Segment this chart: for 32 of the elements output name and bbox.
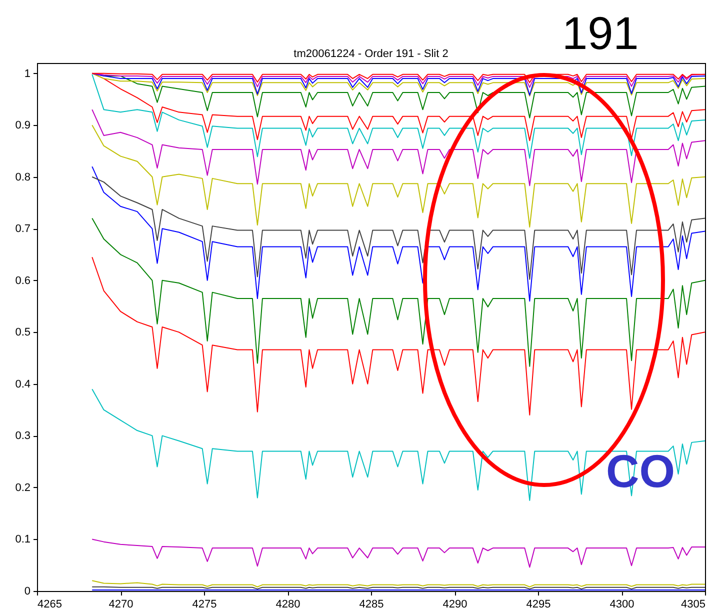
- y-tick-label: 0.4: [15, 378, 30, 390]
- x-tick-label: 4295: [526, 598, 551, 610]
- y-tick-label: 0.3: [15, 430, 30, 442]
- line-series: [92, 124, 705, 228]
- y-tick-label: 0.8: [15, 171, 30, 184]
- line-series: [92, 538, 705, 568]
- y-tick-label: 0.1: [15, 534, 30, 546]
- text: 191: [562, 7, 639, 59]
- line-series: [92, 218, 705, 367]
- line-series: [92, 580, 705, 588]
- y-tick-label: 0.6: [15, 274, 30, 287]
- y-tick-label: 0.2: [15, 482, 30, 494]
- x-tick-label: 4280: [276, 598, 300, 610]
- line-series: [92, 256, 705, 416]
- y-tick-label: 0: [24, 586, 30, 598]
- line-series: [92, 109, 705, 186]
- y-tick-label: 0.5: [15, 326, 30, 339]
- x-tick-label: 4290: [442, 598, 468, 610]
- line-series: [92, 176, 705, 280]
- x-tick-label: 4285: [359, 598, 384, 610]
- x-tick-label: 4300: [610, 598, 634, 610]
- x-tick-label: 4265: [38, 598, 62, 610]
- x-tick-label: 4305: [681, 598, 706, 610]
- chart-title: tm20061224 - Order 191 - Slit 2: [294, 48, 448, 60]
- x-tick-label: 4270: [108, 598, 134, 610]
- y-tick-label: 0.9: [15, 120, 30, 132]
- x-tick-label: 4275: [192, 598, 217, 610]
- y-tick-label: 1: [24, 68, 30, 80]
- y-tick-label: 0.7: [15, 223, 30, 236]
- line-series: [92, 388, 705, 501]
- line-series: [92, 166, 705, 302]
- line-series: [92, 74, 705, 159]
